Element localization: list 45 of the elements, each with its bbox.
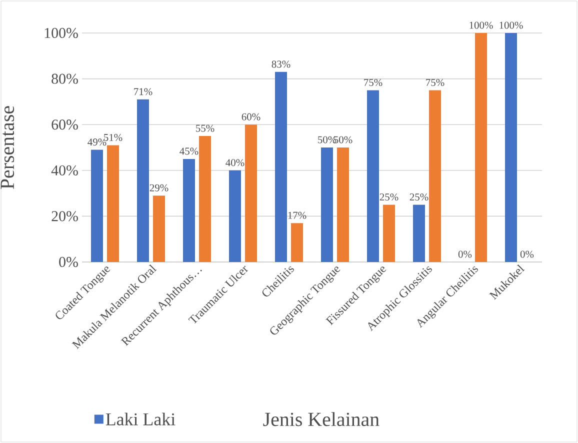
bar [429, 90, 442, 262]
bar [229, 170, 242, 262]
data-label: 0% [520, 250, 534, 258]
data-label: 100% [500, 22, 523, 29]
bar [383, 204, 396, 262]
bar [91, 150, 103, 262]
data-label: 25% [410, 193, 428, 201]
bar [199, 136, 212, 262]
data-label: 60% [242, 113, 260, 120]
legend-label: Laki Laki [106, 412, 176, 426]
data-label: 51% [104, 134, 122, 142]
data-label: 100% [470, 22, 493, 29]
bar [137, 99, 149, 262]
bar [505, 32, 518, 262]
data-label: 75% [426, 78, 444, 86]
bar [183, 158, 195, 262]
y-tick-label: 20% [52, 211, 78, 222]
bar [321, 148, 334, 262]
bar [337, 148, 350, 262]
data-label: 45% [180, 148, 198, 155]
y-tick-label: 0% [59, 256, 78, 268]
y-tick-label: 80% [52, 74, 78, 84]
data-label: 75% [364, 78, 382, 86]
bar [107, 145, 119, 262]
bar [245, 124, 258, 262]
data-label: 71% [134, 88, 152, 96]
y-axis-title: Persentase [0, 106, 14, 189]
bar [291, 223, 304, 262]
bar [275, 72, 288, 262]
bar [475, 32, 488, 262]
data-label: 25% [380, 193, 398, 201]
y-tick-label: 60% [52, 120, 78, 130]
x-axis-title: Jenis Kelainan [263, 412, 380, 426]
bar [367, 90, 380, 262]
data-label: 29% [150, 184, 168, 192]
data-label: 49% [88, 138, 106, 146]
y-tick-label: 100% [44, 28, 78, 38]
data-label: 17% [288, 212, 306, 219]
bar [413, 204, 426, 262]
y-tick-label: 40% [51, 165, 78, 176]
data-label: 83% [272, 60, 290, 68]
data-label: 0% [458, 250, 472, 258]
bar [153, 196, 165, 262]
data-label: 55% [196, 124, 214, 132]
data-label: 40% [226, 159, 244, 166]
